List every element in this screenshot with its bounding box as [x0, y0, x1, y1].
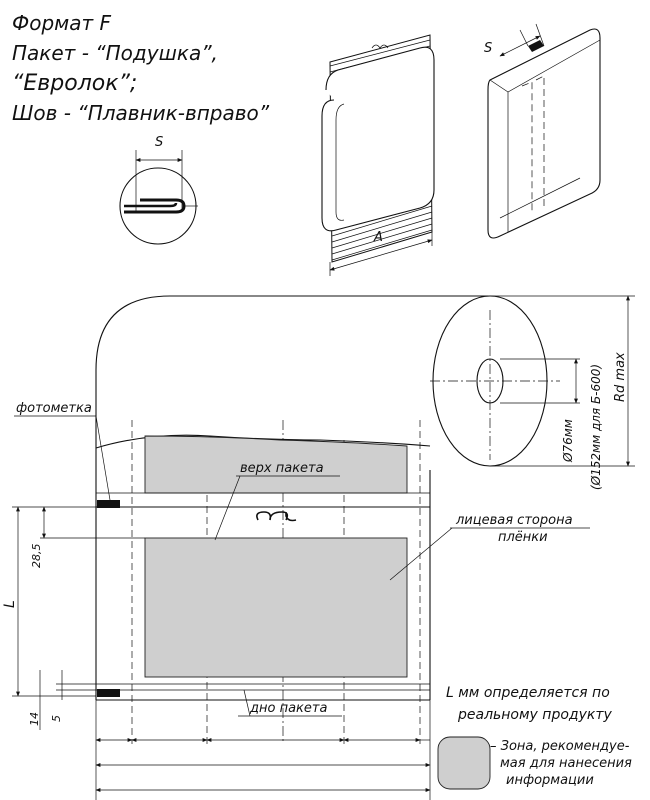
- notes: L мм определяется по реальному продукту …: [437, 685, 632, 790]
- pillow-bag-drawing: A: [321, 34, 435, 276]
- face-side-label-2: плёнки: [498, 530, 548, 545]
- title-format: Формат F: [12, 11, 112, 35]
- eurolock-hole-icon: [256, 511, 297, 522]
- dim-28-5-label: 28,5: [30, 544, 43, 569]
- bag-bottom-label: дно пакета: [249, 701, 327, 716]
- note-l-line2: реальному продукту: [457, 707, 612, 723]
- width-a-label: A: [373, 230, 383, 245]
- left-dimensions: L 28,5 14 5: [2, 506, 145, 730]
- roll-dimensions: Rd max Ø76мм (Ø152мм для Б-600): [488, 295, 635, 490]
- leader-labels: фотометка верх пакета лицевая сторона пл…: [14, 401, 590, 717]
- roll-drawing: [95, 295, 560, 744]
- length-l-label: L: [2, 600, 18, 608]
- note-zone-line1: – Зона, рекомендуе-: [490, 739, 630, 754]
- rd-max-label: Rd max: [613, 352, 628, 402]
- seam-s-label: S: [155, 135, 163, 150]
- box-s-label: S: [484, 41, 492, 56]
- title-eurolock: “Евролок”;: [12, 71, 137, 96]
- title-bag-type: Пакет - “Подушка”,: [12, 41, 218, 65]
- core-diameter-alt-label: (Ø152мм для Б-600): [589, 364, 603, 490]
- photomark-label: фотометка: [16, 401, 92, 416]
- note-zone-line2: мая для нанесения: [500, 756, 632, 771]
- zone-legend-swatch: [437, 736, 491, 790]
- note-l-line1: L мм определяется по: [446, 685, 610, 701]
- note-zone-line3: информации: [506, 773, 594, 788]
- photomark-top: [97, 500, 120, 508]
- box-bag-drawing: S: [484, 23, 601, 239]
- dim-14-label: 14: [28, 712, 41, 726]
- title-block: Формат F Пакет - “Подушка”, “Евролок”; Ш…: [12, 11, 270, 125]
- bottom-dimensions: [95, 700, 431, 800]
- bag-top-label: верх пакета: [240, 461, 324, 476]
- face-side-label-1: лицевая сторона: [455, 513, 573, 528]
- seam-detail: S: [119, 135, 198, 245]
- info-zone-top: [144, 435, 408, 494]
- info-zone-main: [144, 537, 408, 678]
- dim-5-label: 5: [50, 715, 63, 722]
- photomark-bottom: [97, 689, 120, 697]
- title-seam: Шов - “Плавник-вправо”: [12, 101, 270, 125]
- core-diameter-label: Ø76мм: [561, 419, 575, 463]
